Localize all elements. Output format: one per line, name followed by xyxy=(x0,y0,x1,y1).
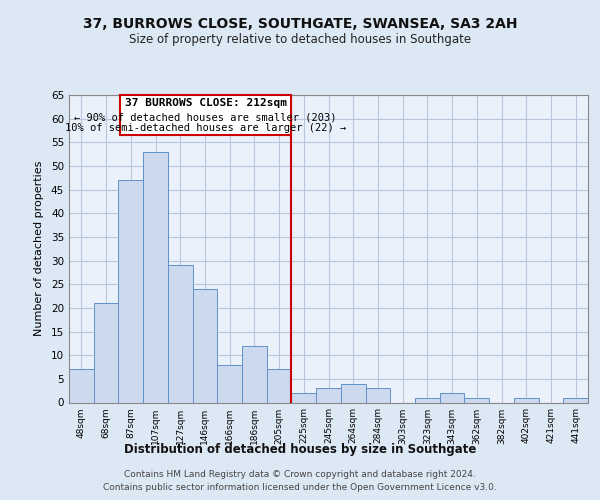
Bar xyxy=(464,398,489,402)
Bar xyxy=(217,364,242,403)
Text: Size of property relative to detached houses in Southgate: Size of property relative to detached ho… xyxy=(129,32,471,46)
Bar xyxy=(94,303,118,402)
Bar xyxy=(514,398,539,402)
Bar xyxy=(267,370,292,402)
FancyBboxPatch shape xyxy=(119,95,292,135)
Bar xyxy=(118,180,143,402)
Text: 37 BURROWS CLOSE: 212sqm: 37 BURROWS CLOSE: 212sqm xyxy=(125,98,287,108)
Bar xyxy=(168,266,193,402)
Text: Distribution of detached houses by size in Southgate: Distribution of detached houses by size … xyxy=(124,442,476,456)
Text: 10% of semi-detached houses are larger (22) →: 10% of semi-detached houses are larger (… xyxy=(65,123,346,133)
Text: ← 90% of detached houses are smaller (203): ← 90% of detached houses are smaller (20… xyxy=(74,112,337,122)
Bar xyxy=(316,388,341,402)
Bar xyxy=(193,289,217,403)
Bar xyxy=(69,370,94,402)
Bar xyxy=(440,393,464,402)
Text: Contains public sector information licensed under the Open Government Licence v3: Contains public sector information licen… xyxy=(103,482,497,492)
Bar xyxy=(563,398,588,402)
Bar xyxy=(365,388,390,402)
Bar xyxy=(292,393,316,402)
Y-axis label: Number of detached properties: Number of detached properties xyxy=(34,161,44,336)
Bar xyxy=(341,384,365,402)
Bar xyxy=(415,398,440,402)
Text: Contains HM Land Registry data © Crown copyright and database right 2024.: Contains HM Land Registry data © Crown c… xyxy=(124,470,476,479)
Bar xyxy=(242,346,267,403)
Bar xyxy=(143,152,168,403)
Text: 37, BURROWS CLOSE, SOUTHGATE, SWANSEA, SA3 2AH: 37, BURROWS CLOSE, SOUTHGATE, SWANSEA, S… xyxy=(83,18,517,32)
